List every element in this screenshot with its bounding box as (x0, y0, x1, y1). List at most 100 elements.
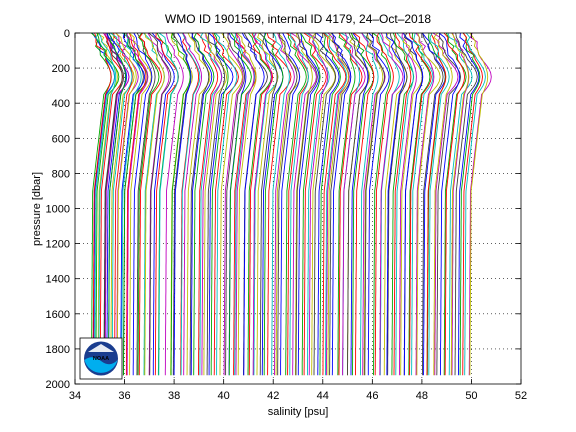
salinity-profile-line (315, 32, 340, 376)
axis-ticks: 34 36 38 40 42 44 46 48 50 52 0 200 400 600 800 1000 120… (46, 28, 528, 402)
salinity-profile-line (294, 32, 313, 376)
salinity-profile-line (322, 32, 347, 376)
salinity-profile-line (436, 32, 462, 376)
salinity-profile-line (307, 32, 329, 376)
salinity-profile-line (173, 32, 192, 376)
salinity-profile-line (411, 32, 434, 376)
y-tick-label: 2000 (46, 379, 70, 391)
salinity-profile-line (400, 32, 423, 376)
salinity-profile-line (210, 32, 229, 376)
x-tick-label: 42 (267, 390, 279, 402)
salinity-profile-line (459, 32, 481, 376)
salinity-profile-line (128, 32, 152, 376)
salinity-profile-line (347, 32, 370, 376)
salinity-profile-line (259, 32, 278, 376)
y-tick-label: 600 (52, 133, 70, 145)
y-tick-label: 1600 (46, 309, 70, 321)
salinity-profile-line (443, 32, 466, 376)
salinity-profile-line (464, 32, 486, 376)
salinity-profile-line (206, 32, 226, 376)
salinity-profile-line (416, 32, 441, 376)
x-tick-label: 34 (69, 390, 81, 402)
salinity-profile-line (252, 32, 273, 376)
salinity-profile-line (223, 32, 244, 376)
salinity-profile-line (313, 32, 337, 376)
salinity-profile-line (432, 32, 459, 376)
salinity-profile-line (311, 32, 336, 376)
salinity-profile-line (350, 32, 375, 376)
salinity-profile-line (103, 32, 123, 376)
salinity-profile-line (438, 32, 460, 376)
salinity-profile-line (110, 32, 133, 376)
salinity-profile-line (148, 32, 172, 376)
salinity-profile-line (385, 32, 405, 376)
chart-title: WMO ID 1901569, internal ID 4179, 24–Oct… (165, 12, 431, 26)
salinity-profile-line (182, 32, 203, 376)
salinity-profile-line (422, 32, 446, 376)
salinity-profile-line (214, 32, 238, 376)
y-tick-label: 800 (52, 168, 70, 180)
salinity-profile-line (364, 32, 385, 376)
salinity-profile-line (137, 32, 160, 376)
salinity-profile-line (468, 32, 492, 376)
salinity-profile-line (280, 32, 301, 376)
salinity-profile-line (297, 32, 320, 376)
salinity-profile-line (271, 32, 290, 376)
salinity-profile-line (387, 32, 408, 376)
x-tick-label: 36 (118, 390, 130, 402)
salinity-profile-line (327, 32, 350, 376)
salinity-profile-line (338, 32, 363, 376)
salinity-profile-line (92, 32, 112, 376)
y-tick-label: 1200 (46, 239, 70, 251)
salinity-profile-line (462, 32, 483, 376)
y-axis-label: pressure [dbar] (31, 172, 43, 246)
svg-text:NOAA: NOAA (93, 356, 109, 362)
salinity-profile-line (136, 32, 156, 376)
salinity-profile-line (225, 32, 246, 376)
salinity-profile-line (196, 32, 219, 376)
salinity-profile-line (138, 32, 162, 376)
salinity-profile-line (274, 32, 295, 376)
salinity-profile-line (241, 32, 265, 376)
y-tick-label: 200 (52, 63, 70, 75)
salinity-profile-line (469, 32, 489, 376)
salinity-profile-line (154, 32, 180, 376)
salinity-profile-line (457, 32, 480, 376)
salinity-profile-line (121, 32, 142, 376)
salinity-profile-line (180, 32, 201, 376)
salinity-profile-line (277, 32, 298, 376)
salinity-profile-line (428, 32, 450, 376)
salinity-profile-line (126, 32, 149, 376)
salinity-profile-line (319, 32, 341, 376)
salinity-profile-line (256, 32, 279, 376)
salinity-profile-line (107, 32, 127, 376)
x-tick-label: 48 (416, 390, 428, 402)
salinity-profile-line (199, 32, 223, 376)
salinity-profile-line (90, 32, 112, 376)
salinity-profile-line (201, 32, 223, 376)
salinity-profile-line (263, 32, 284, 376)
salinity-profile-line (186, 32, 211, 376)
salinity-profile-line (337, 32, 356, 376)
y-tick-label: 1000 (46, 204, 70, 216)
salinity-profile-line (248, 32, 274, 376)
salinity-profile-line (303, 32, 327, 376)
salinity-profile-line (236, 32, 257, 376)
salinity-profile-line (253, 32, 279, 376)
salinity-profile-line (189, 32, 210, 376)
x-tick-label: 52 (515, 390, 527, 402)
salinity-profile-line (451, 32, 470, 376)
salinity-profile-line (151, 32, 175, 376)
salinity-profile-line (125, 32, 147, 376)
x-tick-label: 50 (465, 390, 477, 402)
salinity-profile-line (329, 32, 352, 376)
salinity-profile-line (120, 32, 146, 376)
salinity-profile-line (398, 32, 417, 376)
salinity-profile-line (203, 32, 228, 376)
salinity-profiles (90, 32, 492, 376)
x-tick-label: 46 (366, 390, 378, 402)
salinity-profile-line (421, 32, 444, 376)
salinity-profile-line (325, 32, 350, 376)
salinity-profile-line (266, 32, 292, 376)
